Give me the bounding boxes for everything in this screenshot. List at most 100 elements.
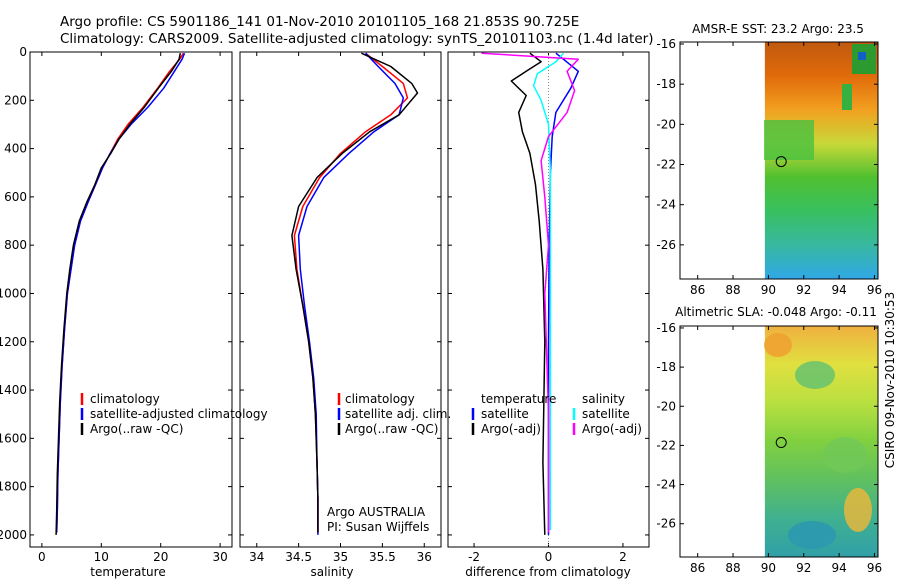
sst-argo-float-marker — [775, 156, 787, 168]
sla-teal-blob — [788, 521, 836, 549]
sla-green-blob-2 — [823, 437, 867, 473]
y-tick-label: 1400 — [0, 383, 27, 397]
y-tick-label: 1200 — [0, 335, 27, 349]
legend-temp-argo-label: Argo(-adj) — [481, 422, 541, 436]
difference-xlabel: difference from climatology — [465, 565, 631, 579]
salinity-ticks: 34 34.5 35 35.5 36 — [240, 51, 441, 564]
map-y-tick-label: -16 — [656, 37, 676, 51]
map-y-tick-label: -22 — [656, 158, 676, 172]
salinity-legend: climatology satellite adj. clim. Argo(..… — [337, 392, 451, 436]
side-stamp: CSIRO 09-Nov-2010 10:30:53 — [883, 292, 897, 468]
y-tick-label: 600 — [4, 190, 27, 204]
series-line-salinity-satellite — [532, 52, 564, 531]
temperature-panel: 0 10 20 30 0 200 400 600 800 1000 1200 1400 1600 1800… — [0, 45, 268, 579]
series-line-temperature-argo-adj- — [510, 52, 546, 535]
sst-map-frame — [679, 41, 879, 280]
x-tick-label: 0 — [38, 550, 46, 564]
map-x-tick-label: 94 — [831, 561, 846, 575]
header-line-2: Climatology: CARS2009. Satellite-adjuste… — [60, 31, 653, 47]
map-x-tick-label: 96 — [867, 283, 882, 297]
map-y-tick-label: -18 — [656, 77, 676, 91]
map-y-tick-label: -26 — [656, 238, 676, 252]
map-y-tick-label: -20 — [656, 117, 676, 131]
x-tick-label: -2 — [468, 550, 480, 564]
x-tick-label: 0 — [545, 550, 553, 564]
sst-blue-patch — [858, 52, 866, 60]
temperature-ticks: 0 10 20 30 0 200 400 600 800 1000 1200 1400 1600 1800… — [0, 45, 232, 564]
x-tick-label: 35 — [333, 550, 348, 564]
x-tick-label: 10 — [94, 550, 109, 564]
x-tick-label: 34.5 — [285, 550, 312, 564]
series-line-argo-raw-qc- — [55, 53, 182, 535]
legend-salinity-title: salinity — [582, 392, 625, 406]
temperature-axes-frame — [29, 51, 233, 548]
map-x-tick-label: 88 — [725, 283, 740, 297]
sst-field-patches — [764, 44, 876, 160]
series-line-temperature-satellite — [547, 52, 580, 535]
map-y-tick-label: -20 — [656, 399, 676, 413]
map-y-tick-label: -18 — [656, 360, 676, 374]
x-tick-label: 34 — [249, 550, 264, 564]
legend-argo-label: Argo(..raw -QC) — [90, 422, 183, 436]
sst-green-area — [764, 120, 814, 160]
sst-map-panel: AMSR-E SST: 23.2 Argo: 23.5 86 88 90 92 94 96… — [656, 22, 882, 297]
map-x-tick-label: 86 — [690, 561, 705, 575]
sla-argo-float-marker — [775, 437, 787, 449]
map-x-tick-label: 90 — [761, 283, 776, 297]
x-tick-label: 20 — [153, 550, 168, 564]
sla-field-patches — [764, 333, 872, 549]
temperature-lines — [55, 52, 186, 535]
difference-legend: temperature satellite Argo(-adj) salinit… — [471, 392, 642, 436]
map-y-tick-label: -26 — [656, 517, 676, 531]
header-line-1: Argo profile: CS 5901186_141 01-Nov-2010… — [60, 14, 579, 30]
sla-yellow-blob — [844, 488, 872, 532]
legend-climatology-label: climatology — [90, 392, 160, 406]
sla-map-title: Altimetric SLA: -0.048 Argo: -0.11 — [675, 305, 877, 319]
map-x-tick-label: 90 — [761, 561, 776, 575]
y-tick-label: 800 — [4, 238, 27, 252]
sst-field — [764, 42, 878, 279]
sst-map-ticks: 86 88 90 92 94 96 -16 -18 -20 -22 -24 -26 — [656, 37, 882, 297]
salinity-xlabel: salinity — [310, 565, 353, 579]
x-tick-label: 30 — [212, 550, 227, 564]
sla-map-frame — [679, 325, 879, 558]
map-x-tick-label: 92 — [796, 561, 811, 575]
y-tick-label: 2000 — [0, 528, 27, 542]
map-x-tick-label: 86 — [690, 283, 705, 297]
y-tick-label: 400 — [4, 142, 27, 156]
salinity-lines — [291, 52, 419, 535]
difference-panel: -2 0 2 difference from climatology tempera… — [447, 51, 650, 579]
temperature-legend: climatology satellite-adjusted climatolo… — [80, 392, 268, 436]
legend-temperature-title: temperature — [481, 392, 556, 406]
map-y-tick-label: -24 — [656, 478, 676, 492]
series-line-salinity-argo-adj- — [481, 52, 580, 533]
map-x-tick-label: 88 — [725, 561, 740, 575]
temperature-xlabel: temperature — [90, 565, 165, 579]
legend-argo-label: Argo(..raw -QC) — [345, 422, 438, 436]
legend-sal-satellite-label: satellite — [582, 407, 630, 421]
legend-temp-satellite-label: satellite — [481, 407, 529, 421]
sst-green-streak — [842, 84, 852, 110]
map-x-tick-label: 92 — [796, 283, 811, 297]
x-tick-label: 36 — [417, 550, 432, 564]
series-line-argo-raw-qc- — [291, 52, 419, 533]
map-x-tick-label: 94 — [831, 283, 846, 297]
legend-satellite-label: satellite-adjusted climatology — [90, 407, 268, 421]
annotation-pi: PI: Susan Wijffels — [327, 520, 429, 534]
y-tick-label: 1000 — [0, 286, 27, 300]
y-tick-label: 200 — [4, 93, 27, 107]
map-y-tick-label: -22 — [656, 438, 676, 452]
sla-green-blob — [795, 361, 835, 389]
y-tick-label: 1800 — [0, 480, 27, 494]
x-tick-label: 2 — [619, 550, 627, 564]
legend-satellite-label: satellite adj. clim. — [345, 407, 451, 421]
difference-lines — [481, 52, 580, 547]
map-x-tick-label: 96 — [867, 561, 882, 575]
salinity-panel: 34 34.5 35 35.5 36 salinity climatology sate… — [239, 51, 451, 579]
annotation-argo-australia: Argo AUSTRALIA — [327, 505, 426, 519]
sst-map-title: AMSR-E SST: 23.2 Argo: 23.5 — [692, 22, 864, 36]
y-tick-label: 1600 — [0, 431, 27, 445]
map-y-tick-label: -24 — [656, 198, 676, 212]
sla-orange-blob — [764, 333, 792, 357]
